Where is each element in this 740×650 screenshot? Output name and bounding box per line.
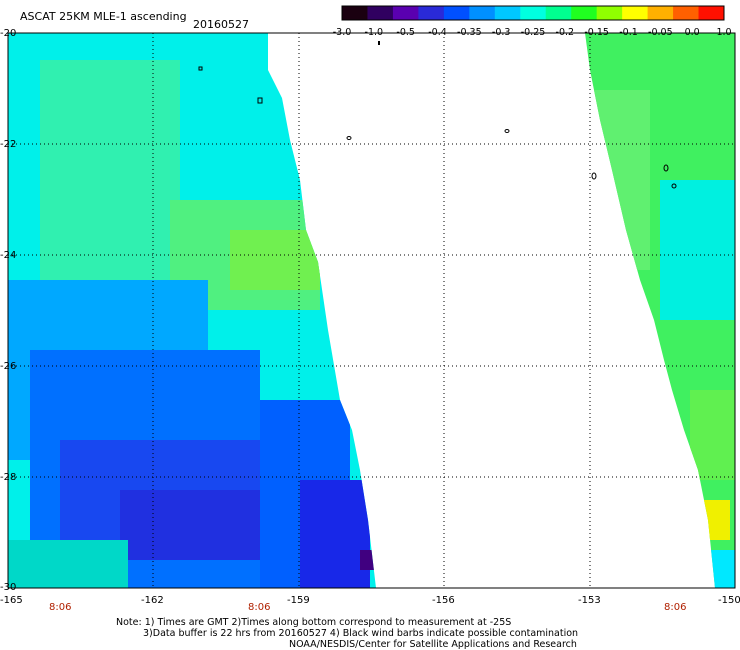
colorbar-tick-label: -0.5 bbox=[396, 27, 415, 38]
colorbar-segment bbox=[596, 6, 623, 20]
colorbar-segment bbox=[698, 6, 725, 20]
colorbar-tick-label: -0.1 bbox=[619, 27, 638, 38]
lat-label: -24 bbox=[0, 250, 16, 261]
time-label: 8:06 bbox=[49, 602, 71, 613]
colorbar-frame bbox=[341, 5, 725, 21]
wind-barb-mark bbox=[378, 41, 380, 45]
note-line-3: NOAA/NESDIS/Center for Satellite Applica… bbox=[289, 639, 577, 650]
colorbar-segment bbox=[418, 6, 445, 20]
colorbar-segment bbox=[571, 6, 598, 20]
colorbar-tick-label: -0.35 bbox=[457, 27, 482, 38]
colorbar-tick-label: -0.05 bbox=[648, 27, 673, 38]
graticule bbox=[8, 33, 735, 588]
product-title: ASCAT 25KM MLE-1 ascending bbox=[20, 10, 187, 23]
colorbar-segment bbox=[494, 6, 521, 20]
colorbar-tick-label: -0.25 bbox=[521, 27, 546, 38]
lat-label: -28 bbox=[0, 472, 16, 483]
colorbar-segment bbox=[520, 6, 547, 20]
colorbar-segment bbox=[545, 6, 572, 20]
colorbar-segment bbox=[367, 6, 394, 20]
lon-label: -162 bbox=[141, 595, 164, 606]
left-swath bbox=[8, 33, 376, 588]
colorbar-tick-label: 0.0 bbox=[685, 27, 700, 38]
colorbar-segment bbox=[673, 6, 700, 20]
colorbar-tick-label: -0.2 bbox=[556, 27, 575, 38]
lat-label: -30 bbox=[0, 582, 16, 593]
colorbar-tick-label: -3.0 bbox=[333, 27, 352, 38]
colorbar-labels: -3.0 -1.0 -0.5 -0.4 -0.35 -0.3 -0.25 -0.2 -0.15-… bbox=[333, 27, 732, 38]
time-label: 8:06 bbox=[664, 602, 686, 613]
colorbar-tick-label: -0.15 bbox=[584, 27, 609, 38]
plot-frame bbox=[7, 32, 736, 589]
lon-label: -165 bbox=[0, 595, 23, 606]
lon-label: -159 bbox=[287, 595, 310, 606]
lat-label: -22 bbox=[0, 139, 16, 150]
island-outlines bbox=[198, 66, 677, 189]
lat-label: -20 bbox=[0, 28, 16, 39]
note-line-1: Note: 1) Times are GMT 2)Times along bot… bbox=[116, 617, 511, 628]
colorbar-segment bbox=[647, 6, 674, 20]
colorbar-segment bbox=[622, 6, 649, 20]
lat-label: -26 bbox=[0, 361, 16, 372]
colorbar-tick-label: 1.0 bbox=[716, 27, 731, 38]
product-date: 20160527 bbox=[193, 18, 249, 31]
note-line-2: 3)Data buffer is 22 hrs from 20160527 4)… bbox=[143, 628, 578, 639]
right-swath bbox=[585, 33, 735, 588]
colorbar-segment bbox=[392, 6, 419, 20]
colorbar-tick-label: -0.4 bbox=[428, 27, 447, 38]
time-label: 8:06 bbox=[248, 602, 270, 613]
lon-label: -153 bbox=[578, 595, 601, 606]
lon-label: -156 bbox=[432, 595, 455, 606]
colorbar-tick-label: -1.0 bbox=[365, 27, 384, 38]
colorbar-tick-label: -0.3 bbox=[492, 27, 511, 38]
colorbar-segment bbox=[443, 6, 470, 20]
lon-label: -150 bbox=[718, 595, 740, 606]
colorbar-segment bbox=[469, 6, 496, 20]
colorbar-segment bbox=[342, 6, 368, 20]
colorbar bbox=[341, 5, 725, 21]
